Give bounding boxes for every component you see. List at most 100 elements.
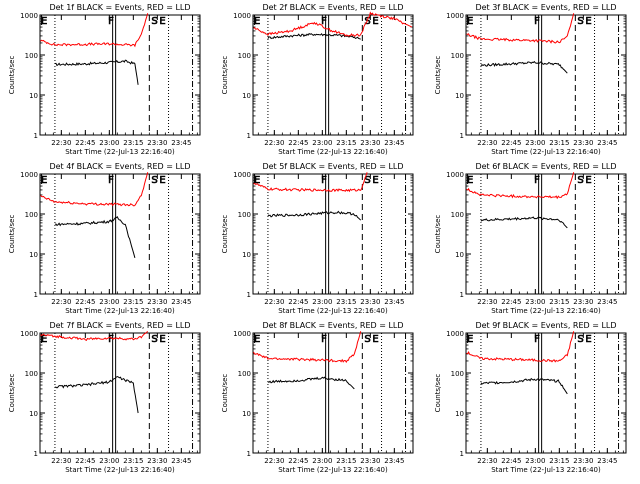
series-line-lld <box>253 11 413 37</box>
x-tick-label: 23:45 <box>384 139 404 147</box>
x-tick-label: 23:30 <box>573 457 593 465</box>
x-tick-label: 23:45 <box>171 298 191 306</box>
y-tick-label: 1 <box>460 450 464 458</box>
chart-panel-9: Det 9f BLACK = Events, RED = LLD 1 10 100 10… <box>434 321 627 474</box>
y-tick-label: 10 <box>242 410 251 418</box>
x-tick-label: 22:30 <box>264 298 284 306</box>
marker-letter: E <box>467 175 473 186</box>
x-tick-label: 23:15 <box>549 139 569 147</box>
y-axis-label: Counts/sec <box>221 215 229 254</box>
x-tick-label: 22:45 <box>75 457 95 465</box>
x-tick-label: 22:30 <box>51 298 71 306</box>
x-tick-label: 22:30 <box>264 139 284 147</box>
marker-letter: E <box>254 16 260 27</box>
x-axis-label: Start Time (22-Jul-13 22:16:40) <box>491 466 601 474</box>
y-tick-label: 1 <box>460 291 464 299</box>
series-line-events <box>54 216 136 259</box>
x-axis-label: Start Time (22-Jul-13 22:16:40) <box>491 148 601 156</box>
x-tick-label: 23:45 <box>597 298 617 306</box>
x-tick-label: 23:00 <box>312 139 332 147</box>
marker-letter: E <box>372 16 378 27</box>
marker-letter: E <box>467 334 473 345</box>
y-tick-label: 1 <box>247 132 251 140</box>
marker-letter: E <box>159 16 165 27</box>
y-tick-label: 1 <box>247 450 251 458</box>
x-tick-label: 23:00 <box>525 457 545 465</box>
series-line-events <box>267 32 361 40</box>
x-axis-label: Start Time (22-Jul-13 22:16:40) <box>65 148 175 156</box>
x-tick-label: 23:00 <box>525 139 545 147</box>
y-tick-label: 1 <box>34 291 38 299</box>
y-tick-label: 1 <box>460 132 464 140</box>
x-axis-label: Start Time (22-Jul-13 22:16:40) <box>278 466 388 474</box>
marker-letter: E <box>585 16 591 27</box>
y-axis-label: Counts/sec <box>8 374 16 413</box>
x-tick-label: 23:00 <box>525 298 545 306</box>
x-tick-label: 23:00 <box>99 457 119 465</box>
chart-panel-4: Det 4f BLACK = Events, RED = LLD 1 10 100 10… <box>8 162 201 315</box>
y-axis-label: Counts/sec <box>8 215 16 254</box>
y-tick-label: 100 <box>25 211 38 219</box>
series-line-lld <box>466 172 575 200</box>
series-line-events <box>267 376 355 390</box>
x-axis-label: Start Time (22-Jul-13 22:16:40) <box>278 307 388 315</box>
y-tick-label: 1000 <box>233 171 251 179</box>
plot-frame <box>39 173 201 295</box>
x-tick-label: 23:45 <box>171 139 191 147</box>
y-tick-label: 1000 <box>20 12 38 20</box>
x-tick-label: 23:30 <box>360 139 380 147</box>
chart-title: Det 1f BLACK = Events, RED = LLD <box>49 3 190 12</box>
plot-frame <box>465 332 627 454</box>
series-line-events <box>480 377 568 395</box>
x-axis-label: Start Time (22-Jul-13 22:16:40) <box>65 307 175 315</box>
series-line-lld <box>253 331 362 364</box>
y-axis-label: Counts/sec <box>8 56 16 95</box>
x-tick-label: 22:30 <box>477 298 497 306</box>
marker-letter: S <box>577 16 583 27</box>
marker-letter: E <box>41 175 47 186</box>
y-tick-label: 1 <box>34 132 38 140</box>
marker-letter: E <box>467 16 473 27</box>
plot-frame <box>252 173 414 295</box>
x-tick-label: 23:30 <box>147 457 167 465</box>
chart-title: Det 8f BLACK = Events, RED = LLD <box>262 321 403 330</box>
x-tick-label: 23:00 <box>312 298 332 306</box>
y-tick-label: 1000 <box>446 12 464 20</box>
marker-letter: S <box>364 175 370 186</box>
chart-panel-6: Det 6f BLACK = Events, RED = LLD 1 10 100 10… <box>434 162 627 315</box>
x-tick-label: 22:30 <box>264 457 284 465</box>
x-axis-label: Start Time (22-Jul-13 22:16:40) <box>278 148 388 156</box>
marker-letter: S <box>151 175 157 186</box>
x-tick-label: 23:30 <box>573 139 593 147</box>
y-axis-label: Counts/sec <box>434 56 442 95</box>
y-tick-label: 100 <box>25 370 38 378</box>
chart-title: Det 2f BLACK = Events, RED = LLD <box>262 3 403 12</box>
chart-panel-5: Det 5f BLACK = Events, RED = LLD 1 10 100 10… <box>221 162 414 315</box>
y-tick-label: 1000 <box>233 330 251 338</box>
x-tick-label: 23:45 <box>384 298 404 306</box>
x-tick-label: 22:30 <box>51 457 71 465</box>
marker-letter: S <box>151 334 157 345</box>
marker-letter: F <box>534 334 540 345</box>
chart-title: Det 3f BLACK = Events, RED = LLD <box>475 3 616 12</box>
marker-letter: E <box>254 175 260 186</box>
chart-panel-3: Det 3f BLACK = Events, RED = LLD 1 10 100 10… <box>434 3 627 156</box>
x-tick-label: 23:15 <box>336 139 356 147</box>
y-tick-label: 1000 <box>20 171 38 179</box>
chart-panel-1: Det 1f BLACK = Events, RED = LLD 1 10 100 10… <box>8 3 201 156</box>
series-line-events <box>480 216 568 229</box>
marker-letter: E <box>372 334 378 345</box>
x-tick-label: 23:45 <box>597 457 617 465</box>
chart-title: Det 6f BLACK = Events, RED = LLD <box>475 162 616 171</box>
marker-letter: F <box>321 16 327 27</box>
y-tick-label: 1000 <box>446 171 464 179</box>
x-tick-label: 23:30 <box>147 298 167 306</box>
y-tick-label: 100 <box>451 211 464 219</box>
x-tick-label: 23:45 <box>597 139 617 147</box>
x-tick-label: 23:15 <box>336 298 356 306</box>
marker-letter: S <box>364 334 370 345</box>
y-axis-label: Counts/sec <box>434 215 442 254</box>
x-tick-label: 23:15 <box>336 457 356 465</box>
